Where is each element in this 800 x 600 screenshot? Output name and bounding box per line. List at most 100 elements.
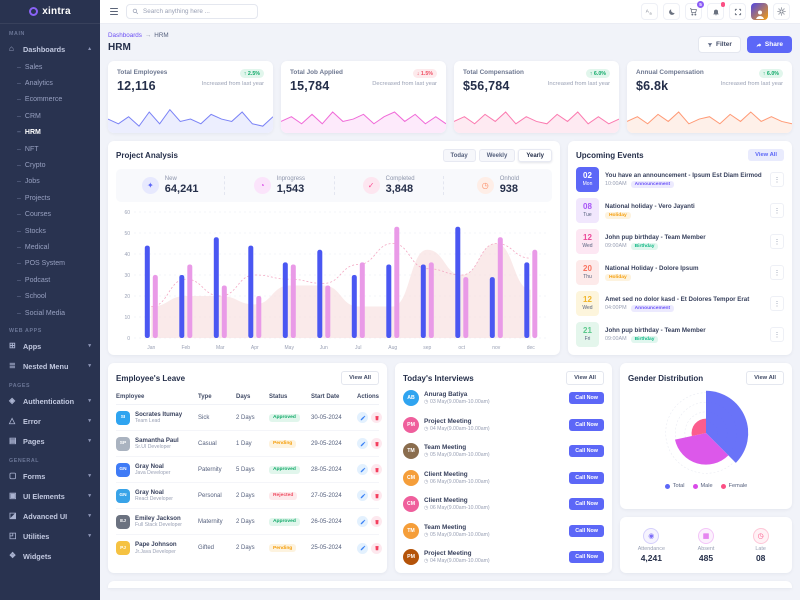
event-menu-button[interactable]: ⋮ <box>770 296 784 311</box>
sidebar-item-widgets[interactable]: ❖ Widgets <box>9 551 52 561</box>
interview-avatar: AB <box>403 390 419 406</box>
sidebar-subitem-projects[interactable]: – Projects <box>17 194 51 202</box>
sidebar-item-error[interactable]: △ Error ▾ <box>9 416 91 426</box>
sidebar-subitem-social-media[interactable]: – Social Media <box>17 309 65 317</box>
tab-weekly[interactable]: Weekly <box>478 149 516 162</box>
leave-type: Personal <box>198 492 222 499</box>
event-menu-button[interactable]: ⋮ <box>770 265 784 280</box>
filter-button[interactable]: Filter <box>698 36 741 53</box>
sidebar-item-utilities[interactable]: ◰ Utilities ▾ <box>9 531 91 541</box>
sidebar-item-forms[interactable]: ▢ Forms ▾ <box>9 471 91 481</box>
user-avatar[interactable] <box>751 3 768 20</box>
att-stat-value: 4,241 <box>640 552 662 563</box>
call-now-button[interactable]: Call Now <box>569 471 604 484</box>
svg-text:0: 0 <box>127 336 130 342</box>
sidebar-subitem-ecommerce[interactable]: – Ecommerce <box>17 96 63 104</box>
sidebar-subitem-sales[interactable]: – Sales <box>17 63 43 71</box>
chevron-icon: ▾ <box>88 533 91 540</box>
search-input[interactable] <box>143 8 252 15</box>
sidebar-item-dashboards[interactable]: ⌂ Dashboards ▴ <box>9 44 91 54</box>
delete-button[interactable] <box>371 464 382 475</box>
leave-view-all-button[interactable]: View All <box>341 371 379 385</box>
fullscreen-icon[interactable] <box>729 3 746 20</box>
delete-button[interactable] <box>371 542 382 554</box>
logo[interactable]: xintra <box>0 0 100 24</box>
gender-view-all-button[interactable]: View All <box>746 371 784 385</box>
pages-icon: ▤ <box>9 436 17 446</box>
share-button[interactable]: Share <box>746 36 792 53</box>
att-stat-label: Attendance <box>637 545 665 552</box>
edit-button[interactable] <box>357 490 368 501</box>
leave-type: Casual <box>198 440 217 447</box>
event-time: 10:00AM <box>605 181 627 187</box>
moon-icon[interactable] <box>663 3 680 20</box>
breadcrumb-dashboards[interactable]: Dashboards <box>108 32 142 39</box>
event-menu-button[interactable]: ⋮ <box>770 203 784 218</box>
sidebar-subitem-analytics[interactable]: – Analytics <box>17 80 53 88</box>
tab-today[interactable]: Today <box>442 149 476 162</box>
edit-button[interactable] <box>357 516 368 527</box>
sidebar-item-advanced-ui[interactable]: ◪ Advanced UI ▾ <box>9 511 91 521</box>
edit-button[interactable] <box>357 412 368 423</box>
sidebar-subitem-school[interactable]: – School <box>17 293 47 301</box>
delete-button[interactable] <box>371 438 382 449</box>
trend-badge: ↑ 6.0% <box>758 69 783 78</box>
event-menu-button[interactable]: ⋮ <box>770 172 784 187</box>
employees-leave-card: Employee's Leave View All Employee Type Da… <box>108 363 387 573</box>
interviews-view-all-button[interactable]: View All <box>566 371 604 385</box>
call-now-button[interactable]: Call Now <box>569 524 604 537</box>
sidebar-item-authentication[interactable]: ◈ Authentication ▾ <box>9 396 91 406</box>
call-now-button[interactable]: Call Now <box>569 445 604 457</box>
employee-avatar: GN <box>116 488 130 503</box>
svg-text:20: 20 <box>124 294 130 300</box>
sidebar-subitem-hrm[interactable]: – HRM <box>17 129 41 137</box>
sidebar-subitem-crm[interactable]: – CRM <box>17 112 41 120</box>
edit-button[interactable] <box>357 464 368 475</box>
sidebar-item-pages[interactable]: ▤ Pages ▾ <box>9 436 91 446</box>
edit-button[interactable] <box>357 438 368 449</box>
delete-button[interactable] <box>371 516 382 527</box>
sidebar-subitem-courses[interactable]: – Courses <box>17 211 51 219</box>
call-now-button[interactable]: Call Now <box>569 392 604 404</box>
call-now-button[interactable]: Call Now <box>569 418 604 431</box>
sidebar: xintra MAIN ⌂ Dashboards ▴ – Sales – Analytics –… <box>0 0 100 600</box>
call-now-button[interactable]: Call Now <box>569 498 604 510</box>
interview-item: CM Client Meeting ◷ 06 May(9.00am-10.00am)… <box>403 469 604 486</box>
leave-type: Paternity <box>198 466 222 473</box>
delete-button[interactable] <box>371 412 382 423</box>
edit-button[interactable] <box>357 542 368 554</box>
delete-icon <box>374 493 379 498</box>
edit-icon <box>360 441 365 446</box>
status-badge: Approved <box>269 413 300 422</box>
sidebar-subitem-stocks[interactable]: – Stocks <box>17 227 46 235</box>
hamburger-menu-icon[interactable] <box>110 7 118 16</box>
sidebar-subitem-medical[interactable]: – Medical <box>17 243 50 251</box>
gear-icon[interactable] <box>773 3 790 20</box>
breadcrumb-hrm: HRM <box>154 32 169 39</box>
bell-icon[interactable] <box>707 2 725 20</box>
sidebar-subitem-crypto[interactable]: – Crypto <box>17 162 46 170</box>
sidebar-subitem-pos-system[interactable]: – POS System <box>17 260 65 268</box>
sidebar-item-nested-menu[interactable]: ≣ Nested Menu ▾ <box>9 361 91 371</box>
event-menu-button[interactable]: ⋮ <box>770 234 784 249</box>
interview-avatar: CM <box>403 469 419 486</box>
interview-item: PM Project Meeting ◷ 04 May(9.00am-10.00am… <box>403 416 604 433</box>
sidebar-item-apps[interactable]: ⊞ Apps ▾ <box>9 341 91 351</box>
attendance-summary-card: ◉ Attendance 4,241 ▦ Absent 485 ◷ Late 08 <box>620 517 792 573</box>
sidebar-subitem-jobs[interactable]: – Jobs <box>17 178 40 186</box>
sidebar-subitem-nft[interactable]: – NFT <box>17 145 39 153</box>
event-menu-button[interactable]: ⋮ <box>770 327 784 342</box>
search-box[interactable] <box>126 4 258 19</box>
pa-stat-inprogress: ◔ Inprogress 1,543 <box>225 176 335 195</box>
project-analysis-tabs: Today Weekly Yearly <box>442 149 552 162</box>
tab-yearly[interactable]: Yearly <box>518 149 552 162</box>
sidebar-item-ui-elements[interactable]: ▣ UI Elements ▾ <box>9 491 91 501</box>
stat-card-annual-compensation: Annual Compensation $6.8k ↑ 6.0% Increased … <box>627 61 792 133</box>
events-view-all-button[interactable]: View All <box>748 149 784 161</box>
call-now-button[interactable]: Call Now <box>569 551 604 563</box>
sidebar-subitem-podcast[interactable]: – Podcast <box>17 276 51 284</box>
cart-icon[interactable]: 5 <box>685 1 704 20</box>
delete-button[interactable] <box>371 490 382 501</box>
